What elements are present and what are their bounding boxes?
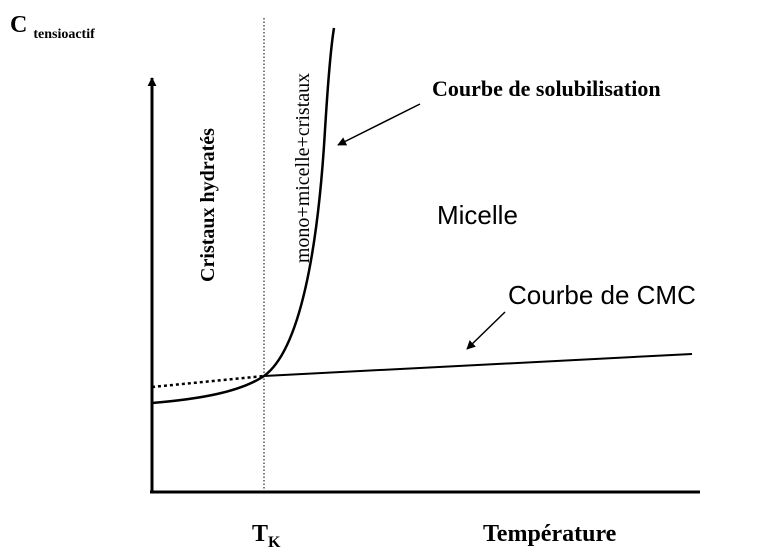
mixed-region-label: mono+micelle+cristaux — [292, 73, 314, 263]
y-label-main: C — [10, 12, 27, 38]
krafft-label: TK — [252, 521, 281, 551]
cmc-extension — [151, 374, 265, 389]
krafft-main: T — [252, 521, 268, 547]
solubility-curve — [151, 27, 336, 405]
solubility-label: Courbe de solubilisation — [432, 76, 661, 101]
micelle-label: Micelle — [437, 200, 518, 230]
cmc-label: Courbe de CMC — [508, 280, 696, 310]
crystal-region-label: Cristaux hydratés — [197, 128, 219, 282]
y-label-sub: tensioactif — [33, 27, 95, 42]
x-label: Température — [483, 521, 617, 547]
y-label: C tensioactif — [10, 12, 95, 42]
solubility-arrow — [337, 103, 421, 146]
cmc-arrow — [466, 311, 506, 350]
cmc-curve — [263, 353, 693, 377]
krafft-sub: K — [268, 534, 281, 551]
